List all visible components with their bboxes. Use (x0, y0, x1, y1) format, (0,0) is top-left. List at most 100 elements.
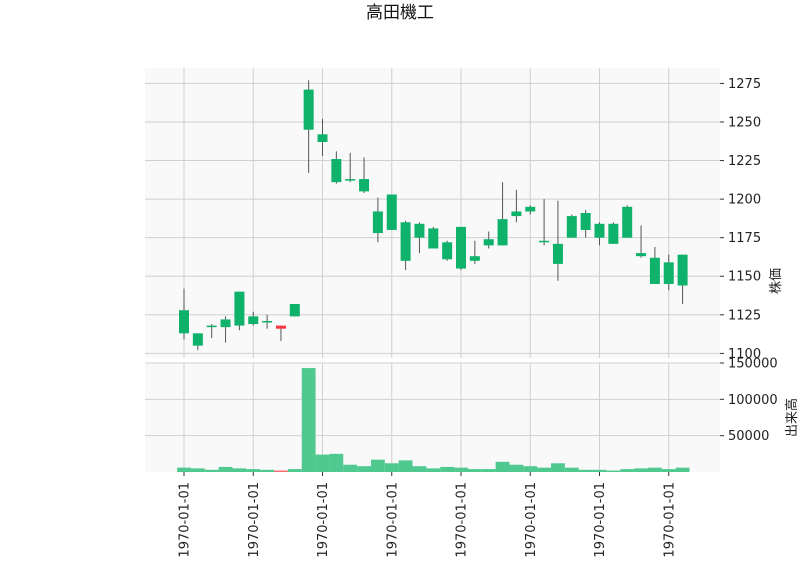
volume-bar (274, 470, 288, 472)
volume-bar (578, 469, 593, 472)
volume-bar (661, 469, 676, 472)
candle-body (636, 253, 647, 257)
volume-bar (537, 467, 552, 472)
candle-body (372, 211, 383, 234)
volume-bar (329, 453, 344, 472)
candle-body (663, 262, 674, 284)
candle-body (649, 257, 660, 284)
candle-body (483, 239, 494, 246)
volume-axis-title: 出来高 (784, 398, 800, 437)
volume-bar (634, 468, 648, 472)
volume-bar (606, 470, 621, 472)
price-tick-label: 1275 (728, 77, 761, 92)
volume-bar (620, 469, 635, 472)
volume-bar (564, 467, 579, 472)
price-axis-title: 株価 (769, 268, 784, 294)
x-axis: 1970-01-01 1970-01-01 1970-01-01 1970-01-01… (178, 472, 677, 558)
price-tick-label: 1100 (728, 347, 761, 362)
price-tick-label: 1200 (728, 193, 761, 208)
candle-body (386, 194, 397, 230)
price-tick-label: 1125 (728, 308, 761, 323)
candle-body (400, 222, 411, 261)
volume-bar (370, 459, 385, 472)
candle-body (497, 219, 508, 246)
volume-bar (509, 464, 524, 472)
volume-tick-label: 150000 (728, 357, 778, 372)
volume-bar (315, 454, 330, 472)
candle-body (677, 254, 688, 286)
volume-panel-background (145, 363, 720, 472)
volume-bar (592, 469, 607, 472)
price-tick-label: 1150 (728, 270, 761, 285)
x-tick-label: 1970-01-01 (524, 482, 539, 558)
x-tick-label: 1970-01-01 (662, 482, 677, 558)
volume-bar (426, 468, 441, 472)
candle-body (289, 304, 300, 317)
x-tick-label: 1970-01-01 (178, 482, 193, 558)
price-tick-label: 1250 (728, 115, 761, 130)
candle-body (275, 325, 286, 329)
x-tick-label: 1970-01-01 (247, 482, 262, 558)
volume-bar (232, 468, 247, 472)
candle-body (428, 228, 439, 249)
candle-body (206, 325, 217, 328)
volume-bar (481, 469, 496, 472)
candle-body (414, 223, 425, 238)
candle-body (525, 206, 536, 212)
candle-body (456, 226, 466, 269)
volume-bar (454, 467, 468, 472)
x-tick-label: 1970-01-01 (316, 482, 331, 558)
candle-body (303, 89, 314, 130)
volume-tick-label: 100000 (728, 393, 778, 408)
candle-body (248, 316, 259, 325)
volume-bar (398, 460, 413, 472)
candle-body (359, 179, 370, 192)
volume-bar (440, 466, 455, 472)
volume-bar (384, 463, 399, 472)
candle-body (220, 319, 231, 328)
candle-body (608, 223, 619, 244)
x-tick-label: 1970-01-01 (385, 482, 400, 558)
volume-bar (495, 461, 510, 472)
price-tick-label: 1175 (728, 231, 761, 246)
x-tick-label: 1970-01-01 (455, 482, 470, 558)
volume-bar (218, 466, 233, 472)
price-panel: 1100 1125 1150 1175 1200 1225 1250 1275 (145, 68, 761, 362)
price-tick-label: 1225 (728, 154, 761, 169)
candle-body (345, 179, 356, 181)
candle-body (622, 206, 633, 238)
volume-bar (357, 466, 371, 472)
volume-bar (177, 467, 191, 472)
volume-bar (204, 469, 219, 472)
volume-tick-label: 50000 (728, 429, 769, 444)
candle-body (317, 134, 328, 143)
volume-bar (647, 467, 662, 472)
candle-body (442, 242, 453, 260)
volume-bar (301, 368, 316, 472)
candle-body (539, 240, 550, 243)
candle-body (179, 310, 189, 334)
volume-bar (343, 464, 358, 472)
candle-body (192, 333, 203, 346)
volume-bar (190, 468, 205, 472)
candle-body (566, 216, 577, 238)
candle-body (469, 256, 480, 261)
candle-body (552, 243, 563, 264)
candle-body (580, 213, 591, 230)
volume-bar (287, 469, 302, 472)
chart-title: 高田機工 (366, 3, 434, 23)
volume-bar (260, 469, 275, 472)
volume-bar (467, 469, 482, 472)
candle-body (331, 159, 342, 183)
candle-body (234, 291, 245, 326)
volume-bar (675, 467, 690, 472)
candle-body (511, 211, 522, 217)
volume-panel: 50000 100000 150000 (145, 357, 778, 472)
volume-bar (523, 466, 538, 472)
candle-body (262, 320, 273, 323)
volume-bar (551, 463, 565, 472)
volume-bar (412, 466, 427, 472)
candle-body (594, 223, 605, 238)
volume-bar (246, 469, 261, 472)
